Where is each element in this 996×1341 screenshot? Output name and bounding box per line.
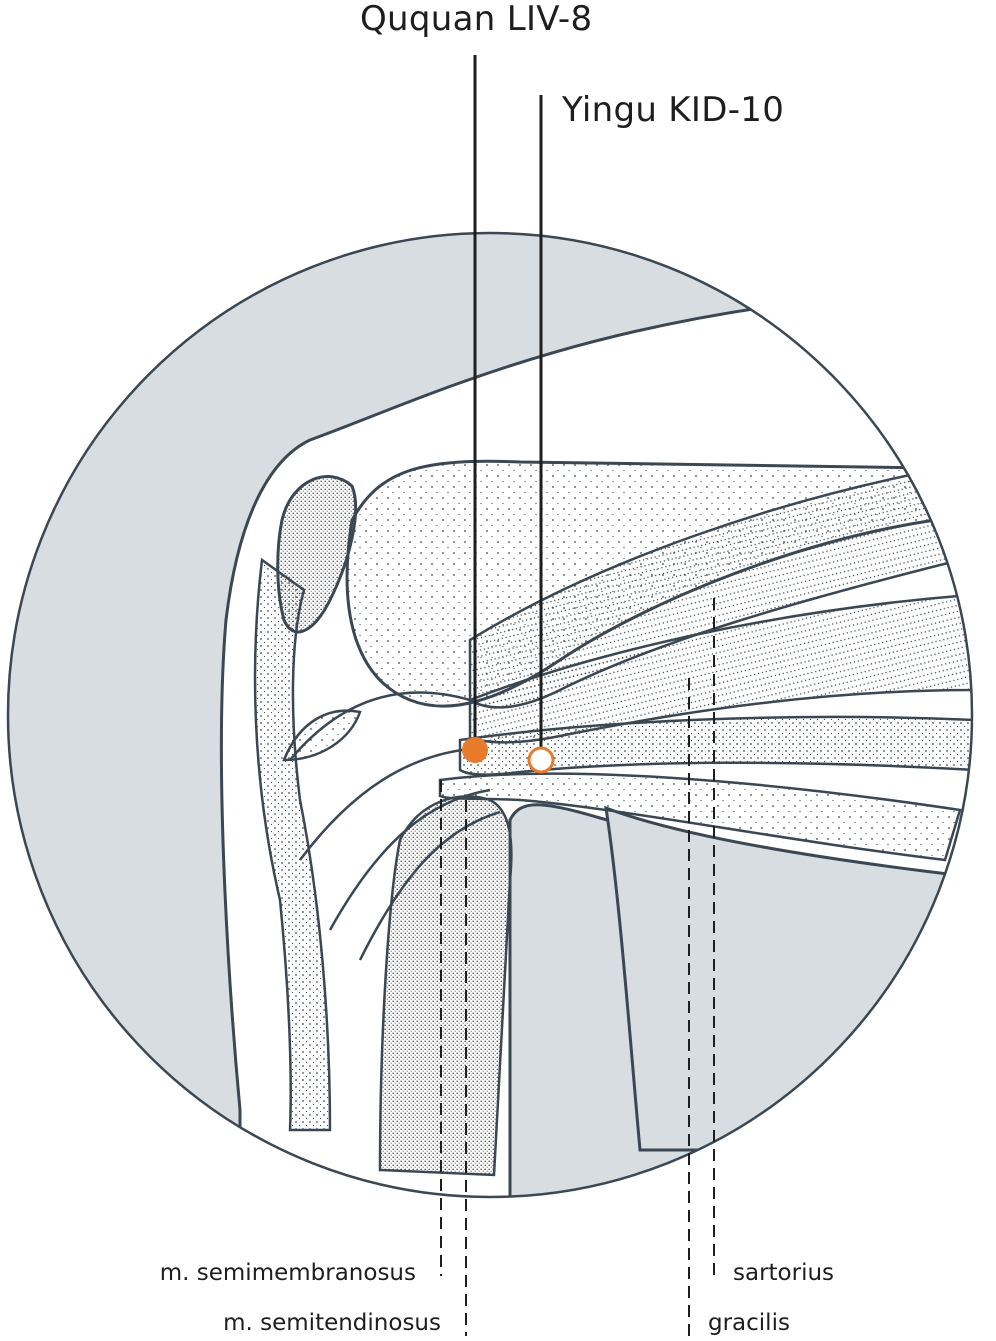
yingu-label: Yingu KID-10 [562, 90, 785, 130]
sartorius-label: sartorius [733, 1260, 835, 1286]
tendon-strand [328, 788, 491, 931]
yingu-point-marker [527, 746, 555, 774]
tibia [378, 795, 513, 1177]
tendon-strand [358, 810, 501, 961]
inset-circle-border [6, 231, 974, 1199]
ququan-label: Ququan LIV-8 [360, 0, 593, 39]
semitendinosus-label: m. semitendinosus [223, 1310, 441, 1336]
gracilis-label: gracilis [708, 1310, 790, 1336]
semimembranosus-muscle-band [438, 772, 962, 862]
semitendinosus-muscle-band [458, 715, 972, 776]
ququan-point-marker [462, 737, 488, 763]
semimembranosus-label: m. semimembranosus [159, 1260, 416, 1286]
medial-meniscus [282, 709, 362, 762]
tendon-strand [299, 746, 481, 861]
